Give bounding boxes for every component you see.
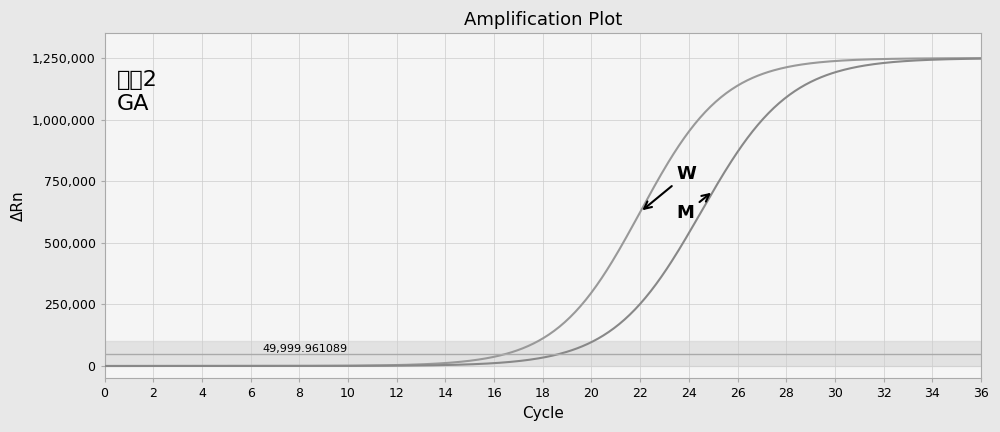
X-axis label: Cycle: Cycle	[522, 406, 564, 421]
Text: 样本2
GA: 样本2 GA	[117, 70, 158, 114]
Title: Amplification Plot: Amplification Plot	[464, 11, 622, 29]
Text: W: W	[644, 165, 697, 209]
Y-axis label: ΔRn: ΔRn	[11, 191, 26, 221]
Bar	[105, 341, 981, 366]
Text: M: M	[677, 194, 709, 222]
Text: 49,999.961089: 49,999.961089	[262, 344, 347, 354]
